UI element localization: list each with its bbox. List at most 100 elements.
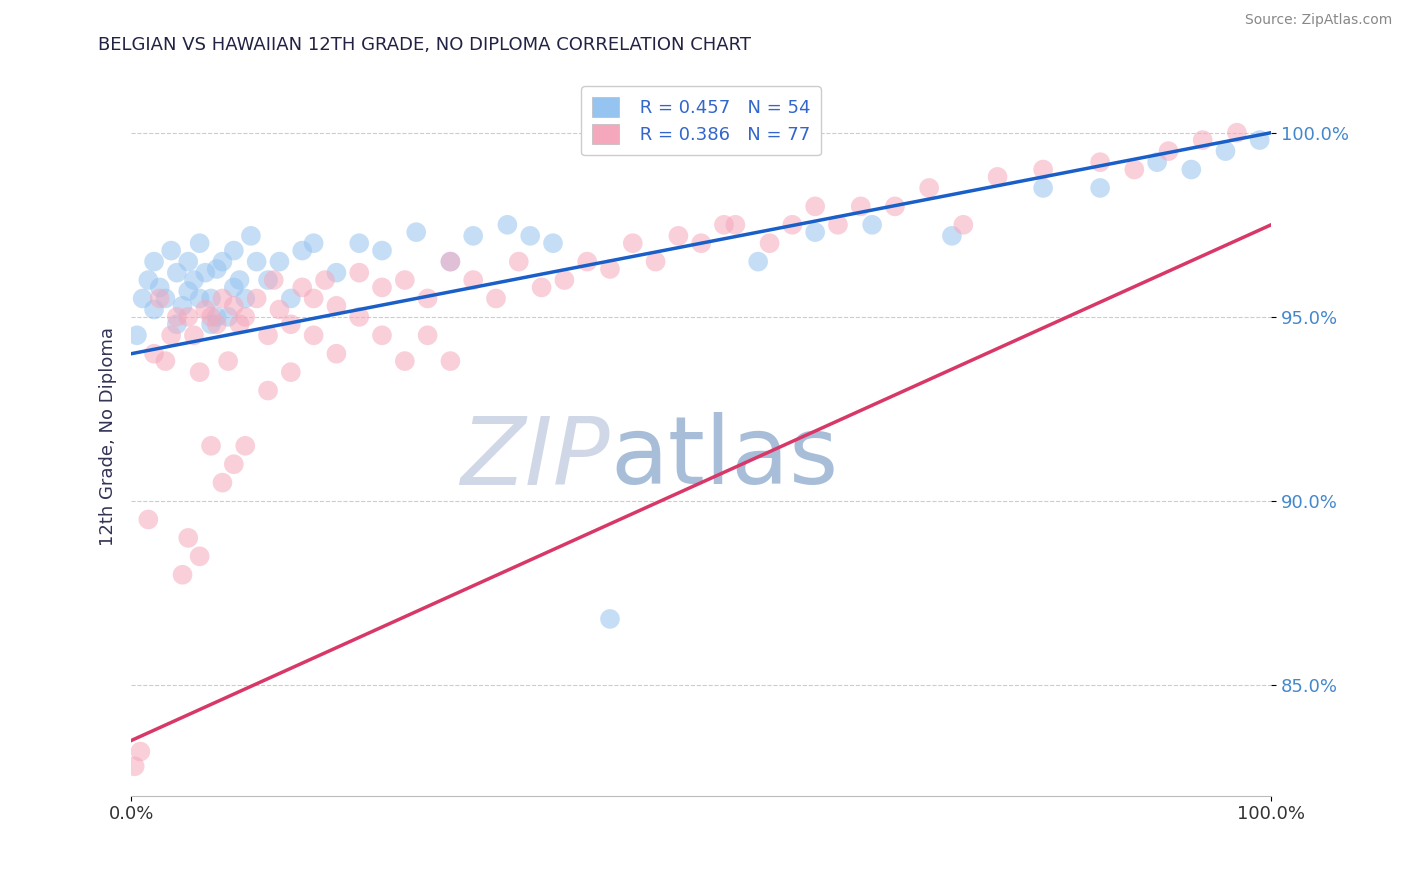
Point: [884, 199, 907, 213]
Point: [131, 292, 153, 306]
Point: [302, 328, 325, 343]
Point: [1032, 162, 1054, 177]
Point: [860, 218, 883, 232]
Point: [200, 310, 222, 324]
Point: [222, 457, 245, 471]
Point: [183, 273, 205, 287]
Point: [1088, 155, 1111, 169]
Point: [325, 347, 347, 361]
Point: [463, 273, 485, 287]
Point: [918, 181, 941, 195]
Point: [519, 228, 541, 243]
Point: [129, 745, 152, 759]
Point: [758, 236, 780, 251]
Point: [138, 273, 160, 287]
Point: [269, 254, 291, 268]
Point: [1157, 144, 1180, 158]
Point: [205, 310, 228, 324]
Point: [160, 244, 183, 258]
Point: [280, 365, 302, 379]
Point: [257, 384, 280, 398]
Point: [188, 236, 211, 251]
Point: [155, 354, 177, 368]
Point: [166, 266, 188, 280]
Point: [125, 328, 148, 343]
Point: [222, 299, 245, 313]
Point: [314, 273, 336, 287]
Point: [849, 199, 872, 213]
Point: [1249, 133, 1271, 147]
Point: [263, 273, 285, 287]
Point: [439, 254, 461, 268]
Y-axis label: 12th Grade, No Diploma: 12th Grade, No Diploma: [100, 327, 117, 546]
Point: [172, 299, 194, 313]
Point: [713, 218, 735, 232]
Point: [143, 347, 166, 361]
Point: [553, 273, 575, 287]
Point: [1191, 133, 1213, 147]
Point: [222, 280, 245, 294]
Point: [541, 236, 564, 251]
Point: [211, 292, 233, 306]
Text: Source: ZipAtlas.com: Source: ZipAtlas.com: [1244, 13, 1392, 28]
Point: [1226, 126, 1249, 140]
Point: [394, 354, 416, 368]
Legend:  R = 0.457   N = 54,  R = 0.386   N = 77: R = 0.457 N = 54, R = 0.386 N = 77: [581, 87, 821, 155]
Point: [138, 512, 160, 526]
Point: [155, 292, 177, 306]
Point: [200, 439, 222, 453]
Point: [325, 299, 347, 313]
Point: [200, 292, 222, 306]
Point: [194, 302, 217, 317]
Point: [246, 254, 269, 268]
Point: [188, 292, 211, 306]
Point: [149, 292, 172, 306]
Point: [599, 262, 621, 277]
Point: [463, 228, 485, 243]
Point: [233, 292, 256, 306]
Point: [952, 218, 974, 232]
Point: [246, 292, 269, 306]
Point: [724, 218, 747, 232]
Point: [269, 302, 291, 317]
Point: [149, 280, 172, 294]
Point: [371, 280, 394, 294]
Point: [416, 292, 439, 306]
Point: [183, 328, 205, 343]
Point: [371, 244, 394, 258]
Point: [496, 218, 519, 232]
Point: [347, 236, 370, 251]
Point: [280, 292, 302, 306]
Point: [177, 531, 200, 545]
Point: [205, 262, 228, 277]
Point: [941, 228, 963, 243]
Point: [485, 292, 508, 306]
Point: [205, 318, 228, 332]
Point: [172, 567, 194, 582]
Point: [211, 475, 233, 490]
Point: [804, 199, 827, 213]
Point: [371, 328, 394, 343]
Point: [690, 236, 713, 251]
Point: [124, 759, 146, 773]
Point: [1146, 155, 1168, 169]
Point: [576, 254, 599, 268]
Point: [1088, 181, 1111, 195]
Point: [508, 254, 530, 268]
Point: [228, 318, 250, 332]
Point: [416, 328, 439, 343]
Point: [302, 292, 325, 306]
Point: [621, 236, 644, 251]
Point: [405, 225, 427, 239]
Point: [217, 354, 239, 368]
Point: [291, 244, 314, 258]
Point: [143, 302, 166, 317]
Point: [233, 439, 256, 453]
Point: [439, 254, 461, 268]
Point: [177, 284, 200, 298]
Point: [325, 266, 347, 280]
Point: [228, 273, 250, 287]
Point: [222, 244, 245, 258]
Point: [782, 218, 804, 232]
Point: [302, 236, 325, 251]
